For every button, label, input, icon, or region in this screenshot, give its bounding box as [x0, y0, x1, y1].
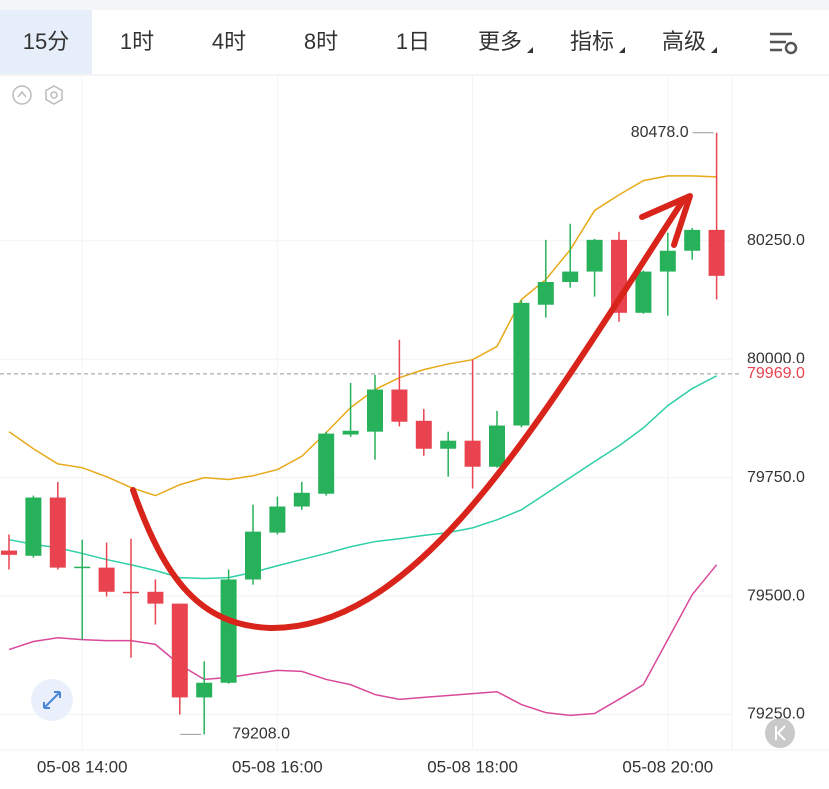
candle-body: [391, 389, 408, 422]
annotation-label: 80478.0: [631, 124, 689, 141]
k-button[interactable]: [765, 718, 795, 748]
candle-body: [220, 579, 237, 683]
arrow-head: [639, 193, 693, 248]
candle-body: [489, 425, 505, 467]
band-line: [8, 175, 717, 497]
tab[interactable]: 更多: [478, 29, 522, 54]
candle-body: [684, 229, 701, 251]
chart-tool-icons[interactable]: [12, 85, 63, 105]
tab[interactable]: 高级: [662, 29, 706, 54]
candle-body: [74, 566, 91, 569]
x-tick-label: 05-08 20:00: [622, 757, 713, 776]
candle-body: [440, 440, 457, 449]
candle-body: [196, 682, 213, 698]
candle-body: [171, 603, 188, 698]
hand-drawn-arrow: [130, 199, 685, 632]
candle-body: [98, 567, 115, 592]
tab[interactable]: 1时: [120, 29, 154, 54]
candle-body: [123, 591, 139, 594]
candle-body: [708, 229, 725, 276]
tab[interactable]: 1日: [396, 29, 430, 54]
dropdown-caret: [711, 47, 717, 53]
annotation-label: 79208.0: [232, 726, 290, 743]
top-strip: [0, 0, 829, 10]
candle-body: [586, 239, 603, 272]
candle-body: [659, 250, 676, 272]
last-price-box: [740, 362, 829, 385]
y-tick-label: 79250.0: [747, 706, 805, 723]
candle-body: [367, 389, 383, 432]
candle-body: [562, 271, 579, 282]
x-tick-label: 05-08 18:00: [427, 757, 518, 776]
candle-body: [269, 506, 286, 533]
y-tick-label: 80250.0: [747, 232, 805, 249]
candle-body: [245, 531, 261, 580]
candle-body: [25, 497, 42, 556]
x-tick-label: 05-08 16:00: [232, 757, 323, 776]
y-tick-label: 79750.0: [747, 469, 805, 486]
selected-tab-bg: [0, 10, 92, 74]
candle-body: [318, 433, 335, 494]
band-line: [8, 375, 717, 580]
candle-body: [513, 302, 530, 426]
candle-body: [635, 271, 652, 313]
plot: [0, 75, 740, 750]
candle-body: [293, 492, 310, 507]
tab[interactable]: 15分: [23, 29, 69, 54]
expand-button[interactable]: [31, 679, 73, 721]
candle-body: [464, 440, 481, 467]
candle-body: [49, 497, 66, 568]
settings-icon[interactable]: [770, 32, 798, 55]
candle-body: [342, 430, 359, 435]
candle-body: [537, 282, 554, 305]
tab[interactable]: 8时: [304, 29, 338, 54]
band-line: [8, 564, 718, 717]
candle-body: [147, 591, 164, 604]
tab[interactable]: 4时: [212, 29, 246, 54]
last-price-label: 79969.0: [747, 365, 805, 382]
tab[interactable]: 指标: [570, 29, 614, 54]
dropdown-caret: [527, 47, 533, 53]
candle-body: [415, 420, 432, 449]
y-tick-label: 79500.0: [747, 587, 805, 604]
x-tick-label: 05-08 14:00: [37, 757, 128, 776]
dropdown-caret: [619, 47, 625, 53]
candle-body: [1, 550, 17, 555]
